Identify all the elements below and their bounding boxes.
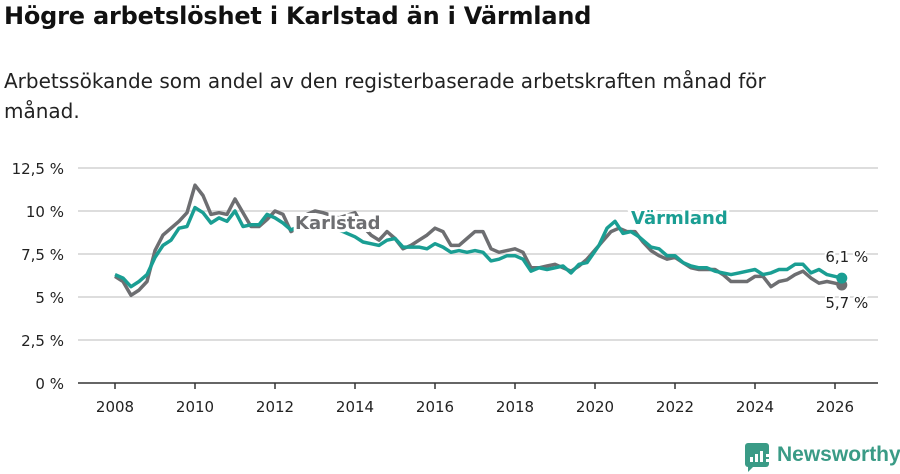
logo-icon <box>745 443 769 472</box>
end-value-label: 5,7 % <box>825 294 868 312</box>
brand-name: Newsworthy <box>777 443 900 466</box>
chart-title: Högre arbetslöshet i Karlstad än i Värml… <box>4 2 592 30</box>
series-line-värmland <box>114 205 843 289</box>
newsworthy-logo: Newsworthy <box>745 443 900 472</box>
series-label: Värmland <box>631 208 728 229</box>
x-tick-label: 2018 <box>496 398 534 416</box>
x-tick-label: 2014 <box>336 398 374 416</box>
y-tick-label: 5 % <box>35 289 64 307</box>
chart-subtitle: Arbetssökande som andel av den registerb… <box>4 69 766 123</box>
series-labels: Karlstad 5,7 % Värmland 6,1 % <box>292 205 870 314</box>
series-line-karlstad <box>114 183 843 298</box>
series-lines <box>114 183 843 298</box>
x-tick-label: 2010 <box>176 398 214 416</box>
x-tick-label: 2024 <box>736 398 774 416</box>
end-point-marker <box>836 272 848 284</box>
end-value-label: 6,1 % <box>825 248 868 266</box>
y-tick-label: 0 % <box>35 375 64 393</box>
y-tick-label: 2,5 % <box>21 332 64 350</box>
x-axis-ticks: 2008 2010 2012 2014 2016 2018 2020 2022 2024 2026 <box>96 383 854 416</box>
x-tick-label: 2016 <box>416 398 454 416</box>
x-tick-label: 2008 <box>96 398 134 416</box>
y-tick-label: 12,5 % <box>12 160 64 178</box>
x-tick-label: 2026 <box>816 398 854 416</box>
y-tick-label: 10 % <box>26 203 64 221</box>
y-tick-label: 7,5 % <box>21 246 64 264</box>
y-axis-ticks: 0 % 2,5 % 5 % 7,5 % 10 % 12,5 % <box>12 160 64 393</box>
series-label: Karlstad <box>295 213 381 234</box>
x-tick-label: 2012 <box>256 398 294 416</box>
x-tick-label: 2022 <box>656 398 694 416</box>
x-tick-label: 2020 <box>576 398 614 416</box>
